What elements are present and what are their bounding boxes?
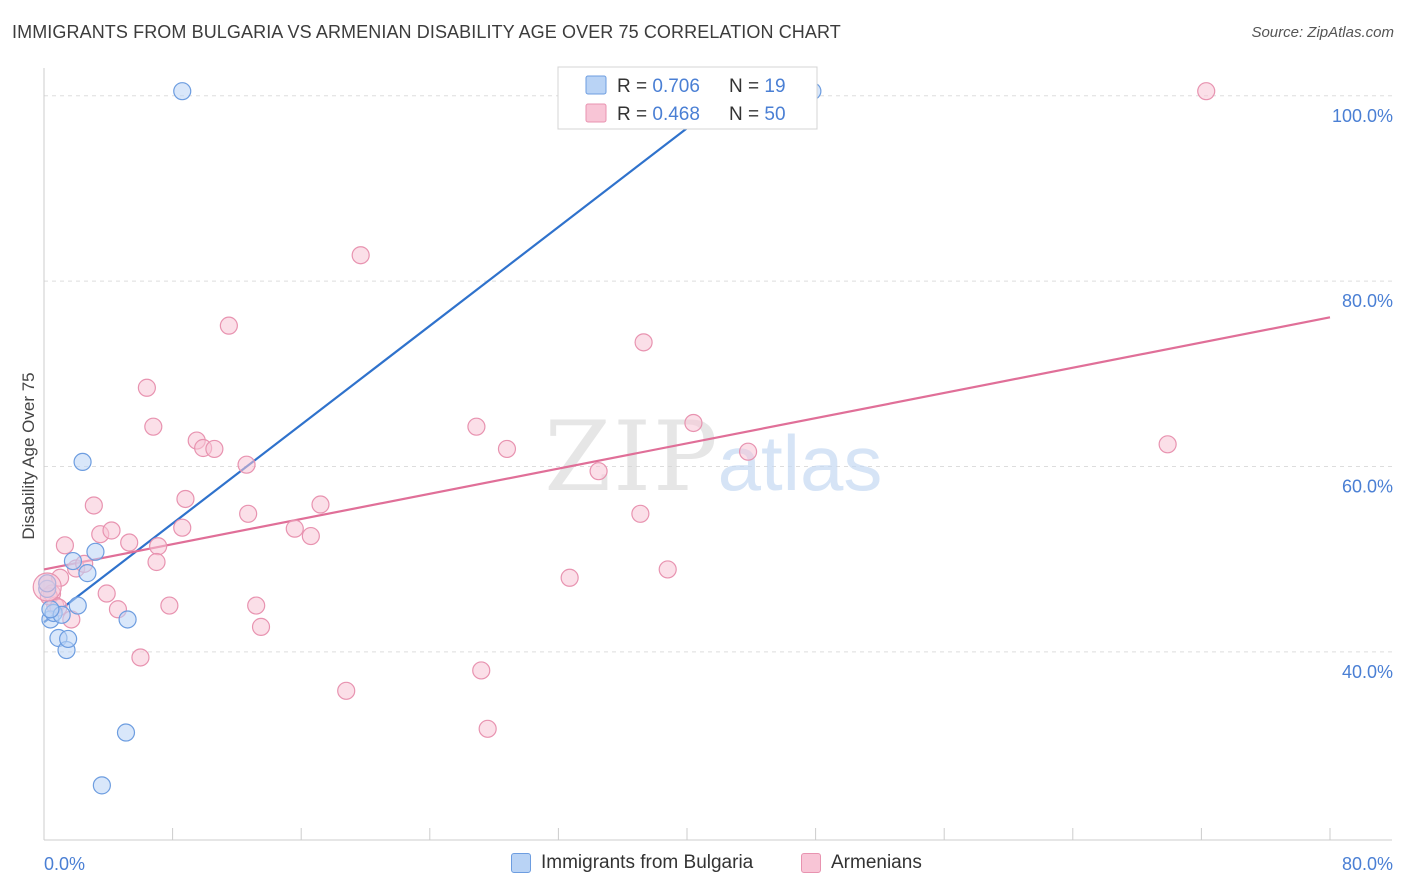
data-point-armenians (219, 316, 238, 335)
legend: Immigrants from Bulgaria Armenians (0, 852, 1406, 878)
data-point-bulgaria (68, 596, 87, 615)
data-point-armenians (147, 552, 166, 572)
data-point-armenians (102, 521, 121, 540)
legend-swatch-armenians (801, 853, 821, 873)
n-label: N = (729, 104, 764, 125)
data-point-armenians (337, 681, 356, 700)
data-point-bulgaria (116, 723, 136, 742)
data-point-armenians (631, 504, 650, 523)
grid-layer (44, 95, 1392, 653)
legend-label-armenians: Armenians (831, 852, 922, 873)
stats-swatch (585, 103, 607, 123)
legend-swatch-bulgaria (511, 853, 531, 873)
stats-row: R = 0.468 (617, 104, 700, 125)
data-point-bulgaria (173, 82, 192, 101)
y-tick-label: 80.0% (1342, 291, 1393, 311)
data-point-bulgaria (92, 776, 111, 795)
data-point-armenians (97, 584, 116, 603)
data-point-armenians (478, 719, 497, 738)
legend-item-armenians: Armenians (801, 852, 922, 874)
y-axis-label: Disability Age Over 75 (19, 372, 38, 539)
stats-swatch (585, 75, 607, 95)
data-point-armenians (251, 617, 271, 636)
y-tick-label: 40.0% (1342, 662, 1393, 682)
data-point-armenians (589, 462, 608, 481)
data-point-armenians (684, 413, 703, 433)
data-point-armenians (247, 596, 266, 615)
y-tick-label: 100.0% (1332, 106, 1393, 126)
data-point-armenians (634, 333, 653, 352)
data-point-armenians (560, 568, 579, 587)
stats-n: N = 19 (729, 76, 786, 97)
legend-item-bulgaria: Immigrants from Bulgaria (511, 852, 753, 874)
data-point-armenians (658, 560, 677, 579)
x-tick-label: 80.0% (1342, 854, 1393, 874)
data-point-armenians (205, 439, 224, 459)
data-point-bulgaria (78, 564, 97, 583)
data-point-armenians (239, 504, 258, 523)
stats-box: R = 0.706 N = 19 R = 0.468 N = 50 (557, 66, 818, 130)
data-point-armenians (285, 519, 304, 538)
data-point-armenians (160, 596, 179, 615)
trend-layer (43, 90, 1331, 624)
data-point-bulgaria (59, 629, 78, 649)
data-point-armenians (1158, 435, 1177, 454)
r-value: 0.706 (652, 76, 700, 97)
data-point-bulgaria (73, 452, 92, 472)
data-point-armenians (176, 489, 195, 509)
data-point-armenians (120, 533, 139, 552)
data-point-armenians (467, 417, 486, 436)
data-point-armenians (144, 417, 163, 436)
data-point-armenians (301, 526, 320, 546)
y-tick-label: 60.0% (1342, 477, 1393, 497)
chart-title: IMMIGRANTS FROM BULGARIA VS ARMENIAN DIS… (12, 22, 841, 42)
data-point-armenians (55, 536, 74, 555)
stats-row: R = 0.706 (617, 76, 700, 97)
points-layer (32, 82, 1216, 795)
data-point-armenians (497, 439, 517, 459)
axis-layer: 40.0% 60.0% 80.0% 100.0% 0.0% 80.0% Disability… (19, 68, 1393, 874)
data-point-armenians (1197, 82, 1216, 101)
legend-label-bulgaria: Immigrants from Bulgaria (541, 852, 754, 873)
r-label: R = (617, 76, 652, 97)
source-label: Source: ZipAtlas.com (1251, 24, 1394, 41)
data-point-bulgaria (86, 542, 105, 561)
stats-n: N = 50 (729, 104, 786, 125)
data-point-armenians (738, 442, 758, 461)
data-point-armenians (131, 648, 150, 667)
n-value: 50 (764, 104, 785, 125)
x-tick-label: 0.0% (44, 854, 85, 874)
data-point-cluster (32, 572, 62, 602)
data-point-armenians (149, 537, 168, 556)
data-point-armenians (84, 496, 103, 515)
data-point-bulgaria (41, 600, 60, 619)
data-point-bulgaria (63, 551, 83, 571)
r-label: R = (617, 104, 652, 125)
watermark-atlas: atlas (718, 419, 883, 507)
data-point-armenians (137, 378, 156, 397)
trend-line-bulgaria (43, 90, 736, 624)
data-point-bulgaria (118, 610, 137, 629)
trend-line-armenians (43, 316, 1331, 571)
data-point-armenians (351, 246, 370, 265)
n-label: N = (729, 76, 764, 97)
data-point-armenians (237, 455, 256, 474)
n-value: 19 (764, 76, 785, 97)
data-point-armenians (472, 661, 491, 680)
data-point-armenians (311, 495, 330, 514)
data-point-armenians (173, 518, 192, 537)
r-value: 0.468 (652, 104, 700, 125)
